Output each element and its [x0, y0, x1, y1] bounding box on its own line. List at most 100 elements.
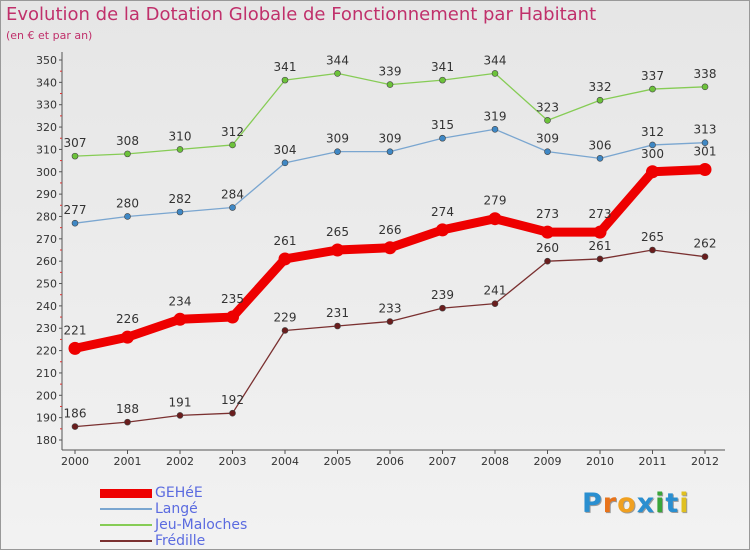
y-tick-label: 280	[36, 210, 57, 223]
data-label-2: 312	[221, 125, 244, 139]
x-tick-label: 2003	[219, 455, 247, 468]
chart-subtitle: (en € et par an)	[6, 29, 93, 42]
logo-letter: i	[655, 488, 666, 519]
series-point-1	[71, 219, 79, 227]
y-tick-label: 180	[36, 434, 57, 447]
data-label-0: 266	[379, 223, 402, 237]
series-point-2	[176, 146, 184, 153]
data-label-1: 313	[694, 123, 717, 137]
data-label-1: 309	[536, 132, 559, 146]
y-tick-label: 190	[36, 412, 57, 425]
series-point-2	[701, 83, 709, 91]
data-label-2: 323	[536, 100, 559, 114]
y-tick-label: 290	[36, 188, 57, 201]
data-label-0: 273	[589, 207, 612, 221]
series-point-2	[281, 76, 289, 84]
x-tick-label: 2012	[691, 455, 719, 468]
data-label-0: 226	[116, 312, 139, 326]
y-tick-label: 270	[36, 233, 57, 246]
series-point-3	[176, 412, 184, 419]
series-point-3	[544, 257, 551, 265]
series-point-3	[439, 304, 446, 312]
data-label-1: 280	[116, 196, 139, 210]
data-label-2: 332	[589, 80, 612, 94]
y-tick-label: 260	[36, 255, 57, 268]
data-label-2: 337	[641, 69, 664, 83]
data-label-3: 265	[641, 230, 664, 244]
data-label-3: 229	[274, 310, 297, 324]
data-label-3: 260	[536, 241, 559, 255]
data-label-0: 235	[221, 292, 244, 306]
data-label-3: 262	[694, 237, 717, 251]
series-point-1	[124, 213, 131, 220]
data-label-2: 338	[694, 67, 717, 81]
data-label-3: 231	[326, 306, 349, 320]
data-label-0: 274	[431, 205, 454, 219]
x-tick-label: 2007	[429, 455, 457, 468]
series-point-2	[334, 70, 341, 77]
series-point-3	[649, 246, 656, 254]
y-tick-label: 200	[36, 389, 57, 402]
legend-swatch	[100, 524, 152, 526]
series-point-2	[596, 96, 604, 104]
x-tick-label: 2001	[114, 455, 142, 468]
logo-letter: x	[636, 488, 656, 519]
data-label-3: 239	[431, 288, 454, 302]
proxiti-logo: Proxiti	[582, 488, 690, 519]
series-point-3	[386, 318, 394, 325]
series-point-0	[488, 212, 502, 226]
series-point-0	[331, 243, 344, 257]
series-point-3	[124, 418, 131, 426]
data-label-3: 261	[589, 239, 612, 253]
series-point-1	[701, 139, 709, 147]
series-point-0	[173, 312, 187, 326]
data-label-1: 319	[484, 109, 507, 123]
y-tick-label: 250	[36, 278, 57, 291]
series-point-2	[439, 76, 446, 84]
data-label-0: 300	[641, 147, 664, 161]
series-point-3	[229, 409, 236, 417]
series-point-1	[649, 141, 656, 149]
legend-swatch	[100, 540, 152, 542]
series-point-3	[701, 253, 709, 261]
data-label-3: 192	[221, 393, 244, 407]
series-point-3	[491, 300, 499, 307]
series-point-3	[334, 322, 341, 330]
series-point-1	[281, 159, 289, 167]
logo-letter: P	[582, 488, 603, 519]
legend-label: Langé	[155, 501, 198, 517]
x-tick-label: 2010	[586, 455, 614, 468]
series-point-2	[229, 141, 236, 149]
series-point-1	[176, 208, 184, 216]
data-label-2: 310	[169, 129, 192, 143]
series-point-0	[226, 310, 239, 324]
series-point-0	[68, 341, 82, 355]
y-tick-label: 230	[36, 322, 57, 335]
logo-letter: t	[665, 488, 680, 519]
data-label-1: 315	[431, 118, 454, 132]
series-point-0	[541, 225, 554, 239]
x-tick-label: 2002	[166, 455, 194, 468]
data-label-0: 301	[694, 145, 717, 159]
logo-letter: o	[617, 488, 637, 519]
logo-letter: i	[679, 488, 690, 519]
series-point-3	[596, 255, 604, 263]
legend-label: Jeu-Maloches	[155, 517, 248, 533]
series-point-1	[229, 204, 236, 211]
y-tick-label: 330	[36, 99, 57, 112]
series-point-2	[544, 117, 551, 124]
data-label-1: 306	[589, 138, 612, 152]
data-label-0: 273	[536, 207, 559, 221]
data-label-0: 279	[484, 194, 507, 208]
data-label-2: 341	[431, 60, 454, 74]
data-label-1: 282	[169, 192, 192, 206]
series-point-0	[278, 252, 292, 266]
series-point-0	[121, 330, 134, 344]
series-point-2	[124, 150, 131, 158]
data-label-3: 186	[64, 407, 87, 421]
y-tick-label: 320	[36, 121, 57, 134]
series-point-2	[649, 85, 656, 93]
series-point-1	[544, 148, 551, 155]
series-point-1	[334, 148, 341, 155]
x-tick-label: 2006	[376, 455, 404, 468]
